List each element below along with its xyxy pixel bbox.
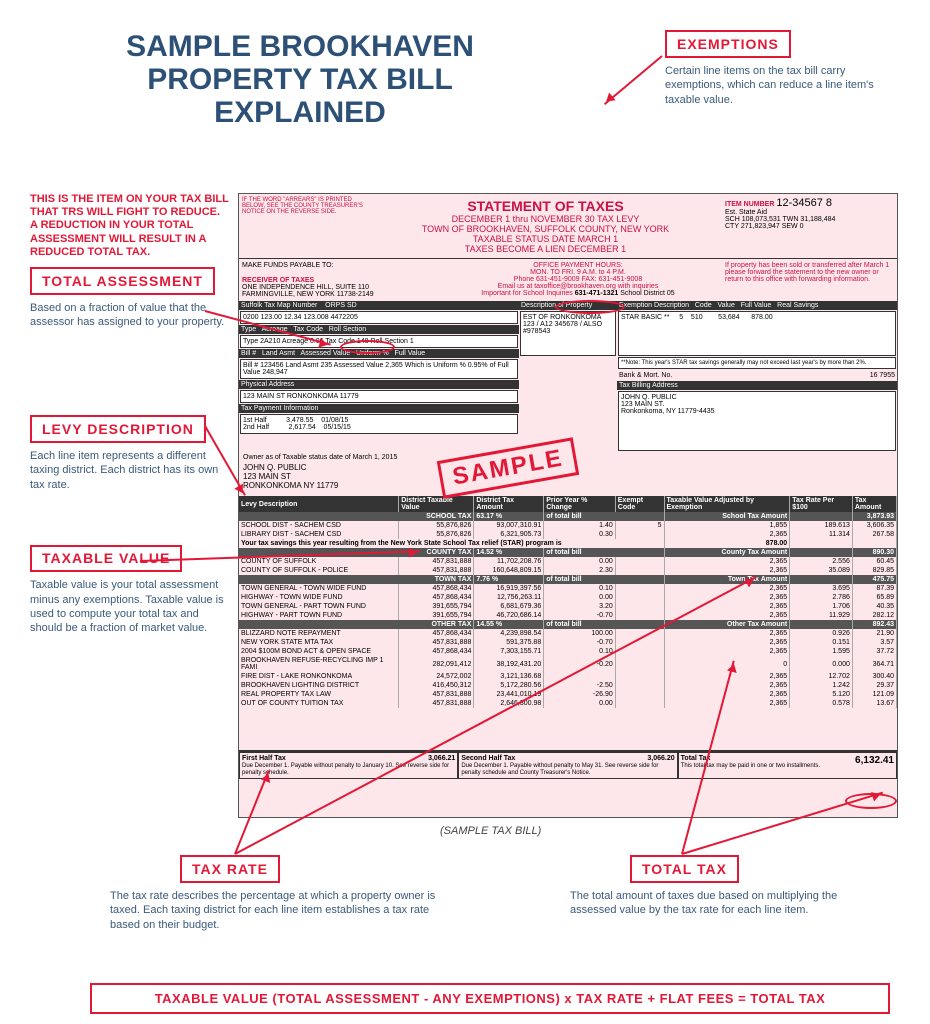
bill-lien: TAXES BECOME A LIEN DECEMBER 1	[373, 244, 718, 254]
hours: MON. TO FRI. 9 A.M. to 4 P.M.	[437, 269, 719, 276]
payment-header: Tax Payment Information	[239, 404, 519, 413]
levy-text: Each line item represents a different ta…	[30, 449, 230, 492]
star-note: **Note: This year's STAR tax savings gen…	[618, 357, 896, 369]
payable-label: MAKE FUNDS PAYABLE TO:	[242, 262, 431, 269]
bill-town: TOWN OF BROOKHAVEN, SUFFOLK COUNTY, NEW …	[373, 224, 718, 234]
email: Email us at taxoffice@brookhaven.org wit…	[437, 283, 719, 290]
phys-addr-header: Physical Address	[239, 380, 519, 389]
map-number: 0200 123.00 12.34 123.008 4472205	[240, 311, 518, 324]
callout-total-assessment: THIS IS THE ITEM ON YOUR TAX BILL THAT T…	[30, 193, 230, 330]
item-number: 12-34567 8	[776, 197, 832, 209]
first-half-label: First Half Tax	[242, 755, 286, 762]
check-number: 16 7955	[870, 372, 895, 379]
receiver: RECEIVER OF TAXES	[242, 277, 431, 284]
first-half-amt: 3,066.21	[428, 755, 455, 762]
bank-label: Bank & Mort. No.	[619, 372, 672, 379]
callout-exemptions: EXEMPTIONS Certain line items on the tax…	[665, 30, 885, 107]
billing-address: JOHN Q. PUBLIC123 MAIN ST.Ronkonkoma, NY…	[618, 391, 896, 451]
exemptions-text: Certain line items on the tax bill carry…	[665, 64, 885, 107]
receiver-addr1: ONE INDEPENDENCE HILL, SUITE 110	[242, 284, 431, 291]
bill-status-date: TAXABLE STATUS DATE MARCH 1	[373, 234, 718, 244]
callout-tax-rate: TAX RATE The tax rate describes the perc…	[110, 855, 450, 932]
total-assessment-label: TOTAL ASSESSMENT	[30, 267, 215, 295]
arrow-exemptions	[604, 55, 663, 105]
second-half-amt: 3,066.20	[647, 755, 674, 762]
school-dist: School District 05	[620, 290, 674, 297]
total-tax-text: The total amount of taxes due based on m…	[570, 889, 880, 918]
payments: 1st Half 3,478.55 01/08/152nd Half 2,617…	[240, 414, 518, 434]
totals-row: First Half Tax 3,066.21Due December 1. P…	[239, 750, 897, 779]
receiver-addr2: FARMINGVILLE, NEW YORK 11738-2149	[242, 291, 431, 298]
phone: Phone 631-451-9009 FAX: 631-451-9008	[437, 276, 719, 283]
second-half-label: Second Half Tax	[461, 755, 515, 762]
circle-star-basic	[555, 300, 625, 314]
prop-desc: EST OF RONKONKOMA 123 / A12 345678 / ALS…	[520, 311, 616, 356]
bill-row: Bill # 123456 Land Asmt 235 Assessed Val…	[240, 359, 518, 379]
exemptions-label: EXEMPTIONS	[665, 30, 791, 58]
tax-rate-text: The tax rate describes the percentage at…	[110, 889, 450, 932]
map-header: Suffolk Tax Map Number ORPS SD	[239, 301, 519, 310]
sample-caption: (SAMPLE TAX BILL)	[440, 825, 541, 837]
arrears-note: IF THE WORD "ARREARS" IS PRINTED BELOW, …	[239, 194, 369, 258]
callout-levy: LEVY DESCRIPTION Each line item represen…	[30, 415, 230, 492]
phys-addr: 123 MAIN ST RONKONKOMA 11779	[240, 390, 518, 403]
total-tax-amt: 6,132.41	[855, 755, 894, 766]
page-title: SAMPLE BROOKHAVEN PROPERTY TAX BILL EXPL…	[110, 30, 490, 129]
total-tax-label: TOTAL TAX	[630, 855, 739, 883]
transfer-note: If property has been sold or transferred…	[722, 259, 897, 301]
formula-box: TAXABLE VALUE (TOTAL ASSESSMENT - ANY EX…	[90, 983, 890, 1014]
statement-title: STATEMENT OF TAXES	[373, 198, 718, 214]
tax-rate-label: TAX RATE	[180, 855, 280, 883]
levy-label: LEVY DESCRIPTION	[30, 415, 206, 443]
hours-label: OFFICE PAYMENT HOURS:	[437, 262, 719, 269]
circle-total-tax	[845, 793, 897, 809]
school-phone: 631-471-1321	[575, 290, 619, 297]
exemption-desc: STAR BASIC **	[621, 314, 670, 321]
circle-assessed-value	[340, 340, 395, 354]
item-number-label: ITEM NUMBER	[725, 201, 774, 208]
bill-period: DECEMBER 1 thru NOVEMBER 30 TAX LEVY	[373, 214, 718, 224]
billing-label: Tax Billing Address	[617, 381, 897, 390]
taxable-value-text: Taxable value is your total assessment m…	[30, 578, 230, 635]
total-assessment-text: Based on a fraction of value that the as…	[30, 301, 230, 330]
school-inq: Important for School Inquiries	[481, 290, 572, 297]
total-assessment-intro: THIS IS THE ITEM ON YOUR TAX BILL THAT T…	[30, 193, 230, 259]
tax-bill-document: IF THE WORD "ARREARS" IS PRINTED BELOW, …	[238, 193, 898, 818]
callout-total-tax: TOTAL TAX The total amount of taxes due …	[570, 855, 880, 918]
